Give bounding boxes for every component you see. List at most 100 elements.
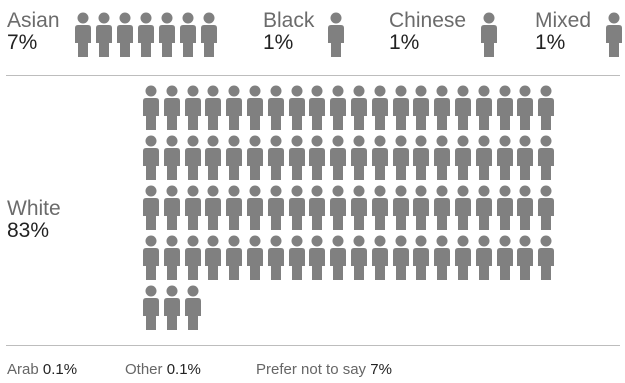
- person-icon: [184, 135, 201, 180]
- person-icon: [205, 185, 222, 230]
- black-people: [326, 12, 346, 58]
- person-icon: [184, 185, 201, 230]
- person-icon: [434, 235, 451, 280]
- footnote-prefer-not: Prefer not to say 7%: [256, 361, 392, 378]
- person-icon: [496, 135, 513, 180]
- person-icon: [247, 235, 263, 280]
- person-icon: [138, 12, 154, 57]
- person-icon: [475, 85, 492, 130]
- person-icon: [163, 185, 180, 230]
- person-icon: [267, 185, 284, 230]
- person-icon: [288, 185, 305, 230]
- person-icon: [267, 235, 284, 280]
- person-icon: [288, 135, 305, 180]
- footnote-label: Prefer not to say: [256, 361, 367, 378]
- person-icon: [455, 85, 471, 130]
- person-icon: [413, 135, 430, 180]
- person-icon: [143, 235, 159, 280]
- person-icon: [371, 235, 388, 280]
- person-icon: [455, 235, 471, 280]
- person-icon: [517, 85, 534, 130]
- person-icon: [392, 235, 409, 280]
- person-icon: [496, 85, 513, 130]
- person-icon: [143, 185, 159, 230]
- asian-people: [73, 12, 219, 58]
- person-icon: [475, 185, 492, 230]
- person-icon: [371, 135, 388, 180]
- person-icon: [163, 235, 180, 280]
- group-black: Black 1%: [263, 10, 314, 54]
- person-icon: [184, 235, 201, 280]
- footnote-other: Other 0.1%: [125, 361, 201, 378]
- person-icon: [205, 235, 222, 280]
- person-icon: [475, 135, 492, 180]
- footnote-value: 0.1%: [166, 361, 201, 378]
- mixed-people: [604, 12, 624, 58]
- person-icon: [330, 85, 347, 130]
- group-label: White: [7, 197, 61, 220]
- person-icon: [330, 185, 347, 230]
- person-icon: [143, 285, 159, 330]
- group-label: Mixed: [535, 9, 592, 32]
- person-icon: [205, 85, 222, 130]
- person-icon: [455, 135, 471, 180]
- person-icon: [309, 235, 326, 280]
- group-mixed: Mixed 1%: [535, 10, 591, 54]
- person-icon: [226, 185, 243, 230]
- group-chinese: Chinese 1%: [389, 10, 466, 54]
- person-icon: [309, 135, 326, 180]
- person-icon: [75, 12, 91, 57]
- person-icon: [328, 12, 344, 57]
- divider-bottom: [6, 345, 620, 346]
- person-icon: [247, 85, 263, 130]
- person-icon: [413, 185, 430, 230]
- person-icon: [143, 135, 159, 180]
- person-icon: [351, 85, 367, 130]
- group-percent: 1%: [263, 31, 294, 54]
- person-icon: [159, 12, 175, 57]
- person-icon: [413, 235, 430, 280]
- person-icon: [392, 135, 409, 180]
- person-icon: [117, 12, 133, 57]
- person-icon: [96, 12, 112, 57]
- person-icon: [184, 85, 201, 130]
- person-icon: [180, 12, 196, 57]
- group-percent: 83%: [7, 219, 50, 242]
- person-icon: [496, 185, 513, 230]
- person-icon: [163, 85, 180, 130]
- person-icon: [351, 185, 367, 230]
- person-icon: [267, 135, 284, 180]
- person-icon: [517, 135, 534, 180]
- footnote-arab: Arab 0.1%: [7, 361, 77, 378]
- person-icon: [434, 185, 451, 230]
- person-icon: [351, 135, 367, 180]
- person-icon: [434, 135, 451, 180]
- person-icon: [247, 185, 263, 230]
- person-icon: [517, 235, 534, 280]
- person-icon: [163, 285, 180, 330]
- person-icon: [309, 185, 326, 230]
- footnote-value: 0.1%: [42, 361, 78, 378]
- person-icon: [184, 285, 201, 330]
- footnote-value: 7%: [370, 361, 392, 378]
- person-icon: [163, 135, 180, 180]
- group-white: White 83%: [7, 198, 61, 242]
- footnote-label: Other: [125, 361, 163, 378]
- person-icon: [226, 135, 243, 180]
- person-icon: [371, 85, 388, 130]
- group-label: Chinese: [389, 9, 467, 32]
- person-icon: [392, 85, 409, 130]
- footnote-label: Arab: [7, 361, 39, 378]
- person-icon: [371, 185, 388, 230]
- person-icon: [247, 135, 263, 180]
- person-icon: [226, 235, 243, 280]
- person-icon: [475, 235, 492, 280]
- person-icon: [288, 235, 305, 280]
- group-percent: 1%: [389, 31, 420, 54]
- person-icon: [481, 12, 497, 57]
- person-icon: [330, 235, 347, 280]
- group-percent: 1%: [535, 31, 566, 54]
- person-icon: [143, 85, 159, 130]
- person-icon: [606, 12, 622, 57]
- person-icon: [455, 185, 471, 230]
